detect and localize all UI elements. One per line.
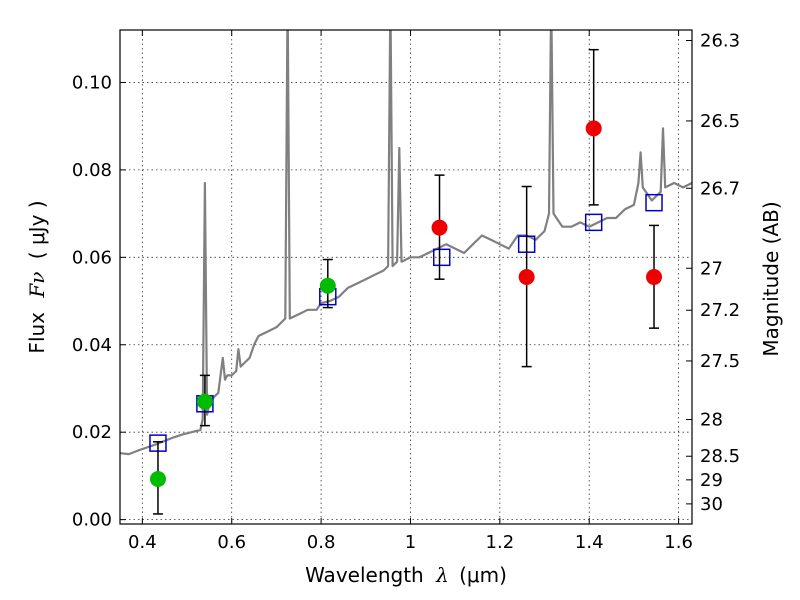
x-axis-label: Wavelength λ (μm) [305,563,507,587]
spectrum-line [120,30,692,456]
axes-frame [119,29,693,525]
x-tick-label: 1.6 [664,532,693,553]
y2-tick-label: 27.2 [700,300,740,321]
plot-area [120,30,692,515]
data-point-marker [585,120,602,137]
x-tick-label: 0.8 [307,532,336,553]
x-tick-label: 1.4 [575,532,604,553]
data-point-marker [196,393,213,410]
model-square-marker [433,248,451,267]
x-tick-label: 1 [405,532,416,553]
x-axis-label-text: Wavelength [305,563,424,587]
model-square-marker [645,193,663,212]
y-tick-label: 0.08 [72,160,112,181]
data-point-marker [646,269,663,285]
x-tick-label: 0.4 [128,532,157,553]
y-tick-label: 0.04 [72,335,112,356]
y2-tick-label: 26.3 [700,30,740,51]
y2-tick-label: 27 [700,258,723,279]
y2-tick-label: 26.7 [700,178,740,199]
y2-tick-label: 30 [700,494,723,515]
data-point-marker [518,269,535,285]
y-tick-label: 0.10 [72,72,112,93]
x-axis-label-symbol: λ [435,563,449,587]
axis-ticks: 0.4 0.6 0.8 1 1.2 1.4 1.6 0.00 0.02 0.04 0.06 0.08 0… [72,30,740,553]
y-tick-label: 0.00 [72,510,112,531]
y2-tick-label: 26.5 [700,111,740,132]
x-axis-label-unit: (μm) [459,563,507,587]
y-axis-label: Flux Fν ( μJy ) [25,200,49,353]
data-point-marker [431,219,448,236]
y2-tick-label: 27.5 [700,351,740,372]
y-tick-label: 0.06 [72,247,112,268]
y2-axis-label: Magnitude (AB) [759,201,783,356]
y-tick-label: 0.02 [72,422,112,443]
y2-tick-label: 29 [700,470,723,491]
data-point-marker [149,470,166,487]
grid-lines [120,30,692,524]
data-point-marker [319,277,336,294]
y-axis-label-unit: ( μJy ) [25,200,49,259]
model-square-marker [584,213,603,232]
y-axis-label-text: Flux [25,312,49,354]
x-tick-label: 1.2 [486,532,515,553]
y2-tick-label: 28 [700,410,723,431]
y2-tick-label: 28.5 [700,446,740,467]
y-axis-label-symbol: Fν [25,272,49,299]
x-tick-label: 0.6 [217,532,246,553]
